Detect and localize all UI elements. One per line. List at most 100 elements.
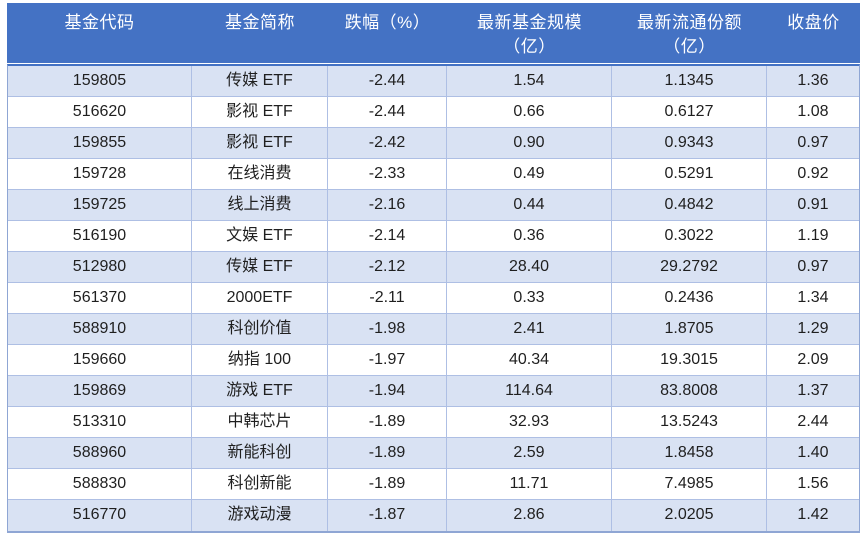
cell-fund-name: 科创新能 xyxy=(192,469,328,499)
cell-fund-code: 588960 xyxy=(8,438,192,468)
table-row: 516620 影视 ETF -2.44 0.66 0.6127 1.08 xyxy=(8,97,859,128)
cell-fund-name: 影视 ETF xyxy=(192,97,328,127)
table-row: 513310 中韩芯片 -1.89 32.93 13.5243 2.44 xyxy=(8,407,859,438)
cell-fund-size: 0.66 xyxy=(447,97,612,127)
cell-fund-code: 561370 xyxy=(8,283,192,313)
cell-float-shares: 1.1345 xyxy=(612,66,767,96)
cell-change-pct: -1.89 xyxy=(328,469,447,499)
cell-fund-name: 在线消费 xyxy=(192,159,328,189)
cell-fund-size: 1.54 xyxy=(447,66,612,96)
cell-close-price: 0.97 xyxy=(797,134,829,151)
cell-fund-code: 159725 xyxy=(8,190,192,220)
cell-fund-code: 516190 xyxy=(8,221,192,251)
col-header-fund-code-line1: 基金代码 xyxy=(64,13,135,32)
cell-fund-size: 2.86 xyxy=(447,500,612,531)
table-row: 159728 在线消费 -2.33 0.49 0.5291 0.92 xyxy=(8,159,859,190)
cell-change-pct: -2.42 xyxy=(328,128,447,158)
cell-change-pct: -2.12 xyxy=(328,252,447,282)
cell-close-price: 1.42 xyxy=(797,506,829,523)
col-header-fund-size-line2: （亿） xyxy=(503,37,556,56)
cell-change-pct: -1.98 xyxy=(328,314,447,344)
col-header-fund-size: 最新基金规模 （亿） xyxy=(447,11,612,59)
cell-fund-size: 0.90 xyxy=(447,128,612,158)
fund-table: 基金代码 基金简称 跌幅（%） 最新基金规模 （亿） 最新流通份额 （亿） 收盘… xyxy=(7,3,860,533)
cell-fund-size: 28.40 xyxy=(447,252,612,282)
cell-fund-size: 114.64 xyxy=(447,376,612,406)
table-row: 159805 传媒 ETF -2.44 1.54 1.1345 1.36 xyxy=(8,66,859,97)
cell-float-shares: 1.8705 xyxy=(612,314,767,344)
table-body: 159805 传媒 ETF -2.44 1.54 1.1345 1.36 516… xyxy=(7,64,860,533)
cell-fund-size: 11.71 xyxy=(447,469,612,499)
table-row: 588960 新能科创 -1.89 2.59 1.8458 1.40 xyxy=(8,438,859,469)
cell-change-pct: -1.97 xyxy=(328,345,447,375)
cell-close-price: 1.56 xyxy=(797,475,829,492)
cell-fund-code: 588830 xyxy=(8,469,192,499)
col-header-change-pct-line1: 跌幅（%） xyxy=(344,13,431,32)
cell-fund-code: 159728 xyxy=(8,159,192,189)
col-header-float-shares-line1: 最新流通份额 xyxy=(637,13,742,32)
cell-float-shares: 83.8008 xyxy=(612,376,767,406)
cell-fund-name: 中韩芯片 xyxy=(192,407,328,437)
cell-fund-code: 159855 xyxy=(8,128,192,158)
col-header-float-shares: 最新流通份额 （亿） xyxy=(612,11,767,59)
cell-fund-code: 588910 xyxy=(8,314,192,344)
cell-change-pct: -2.44 xyxy=(328,66,447,96)
cell-fund-name: 科创价值 xyxy=(192,314,328,344)
cell-fund-name: 2000ETF xyxy=(192,283,328,313)
cell-close-price: 0.92 xyxy=(797,165,829,182)
cell-change-pct: -2.33 xyxy=(328,159,447,189)
cell-change-pct: -2.16 xyxy=(328,190,447,220)
table-row: 512980 传媒 ETF -2.12 28.40 29.2792 0.97 xyxy=(8,252,859,283)
cell-fund-code: 513310 xyxy=(8,407,192,437)
cell-float-shares: 0.5291 xyxy=(612,159,767,189)
cell-close-price: 1.36 xyxy=(797,72,829,89)
cell-change-pct: -2.14 xyxy=(328,221,447,251)
cell-close-price: 1.37 xyxy=(797,382,829,399)
cell-close-price: 1.29 xyxy=(797,320,829,337)
table-header-row: 基金代码 基金简称 跌幅（%） 最新基金规模 （亿） 最新流通份额 （亿） 收盘… xyxy=(7,3,860,63)
cell-float-shares: 13.5243 xyxy=(612,407,767,437)
cell-fund-name: 文娱 ETF xyxy=(192,221,328,251)
table-row: 588910 科创价值 -1.98 2.41 1.8705 1.29 xyxy=(8,314,859,345)
cell-fund-code: 159869 xyxy=(8,376,192,406)
cell-fund-size: 2.59 xyxy=(447,438,612,468)
cell-float-shares: 19.3015 xyxy=(612,345,767,375)
cell-close-price: 1.40 xyxy=(797,444,829,461)
cell-fund-size: 0.33 xyxy=(447,283,612,313)
col-header-change-pct: 跌幅（%） xyxy=(328,11,447,59)
cell-float-shares: 0.9343 xyxy=(612,128,767,158)
cell-fund-code: 512980 xyxy=(8,252,192,282)
col-header-fund-code: 基金代码 xyxy=(7,11,192,59)
cell-fund-size: 0.36 xyxy=(447,221,612,251)
cell-float-shares: 29.2792 xyxy=(612,252,767,282)
cell-fund-name: 游戏动漫 xyxy=(192,500,328,531)
cell-fund-name: 传媒 ETF xyxy=(192,66,328,96)
cell-float-shares: 0.3022 xyxy=(612,221,767,251)
cell-fund-size: 0.44 xyxy=(447,190,612,220)
cell-fund-name: 传媒 ETF xyxy=(192,252,328,282)
cell-float-shares: 7.4985 xyxy=(612,469,767,499)
cell-close-price: 1.34 xyxy=(797,289,829,306)
cell-float-shares: 1.8458 xyxy=(612,438,767,468)
col-header-float-shares-line2: （亿） xyxy=(663,37,716,56)
table-row: 159725 线上消费 -2.16 0.44 0.4842 0.91 xyxy=(8,190,859,221)
table-row: 159855 影视 ETF -2.42 0.90 0.9343 0.97 xyxy=(8,128,859,159)
cell-fund-size: 32.93 xyxy=(447,407,612,437)
col-header-close-price: 收盘价 xyxy=(767,11,860,59)
cell-change-pct: -2.11 xyxy=(328,283,447,313)
cell-fund-code: 159805 xyxy=(8,66,192,96)
cell-fund-name: 线上消费 xyxy=(192,190,328,220)
cell-float-shares: 0.6127 xyxy=(612,97,767,127)
col-header-fund-size-line1: 最新基金规模 xyxy=(477,13,582,32)
table-row: 588830 科创新能 -1.89 11.71 7.4985 1.56 xyxy=(8,469,859,500)
cell-close-price: 0.91 xyxy=(797,196,829,213)
cell-fund-name: 纳指 100 xyxy=(192,345,328,375)
cell-change-pct: -1.94 xyxy=(328,376,447,406)
cell-fund-size: 0.49 xyxy=(447,159,612,189)
cell-close-price: 1.08 xyxy=(797,103,829,120)
cell-fund-code: 159660 xyxy=(8,345,192,375)
table-row: 561370 2000ETF -2.11 0.33 0.2436 1.34 xyxy=(8,283,859,314)
cell-fund-name: 影视 ETF xyxy=(192,128,328,158)
col-header-fund-name: 基金简称 xyxy=(192,11,328,59)
